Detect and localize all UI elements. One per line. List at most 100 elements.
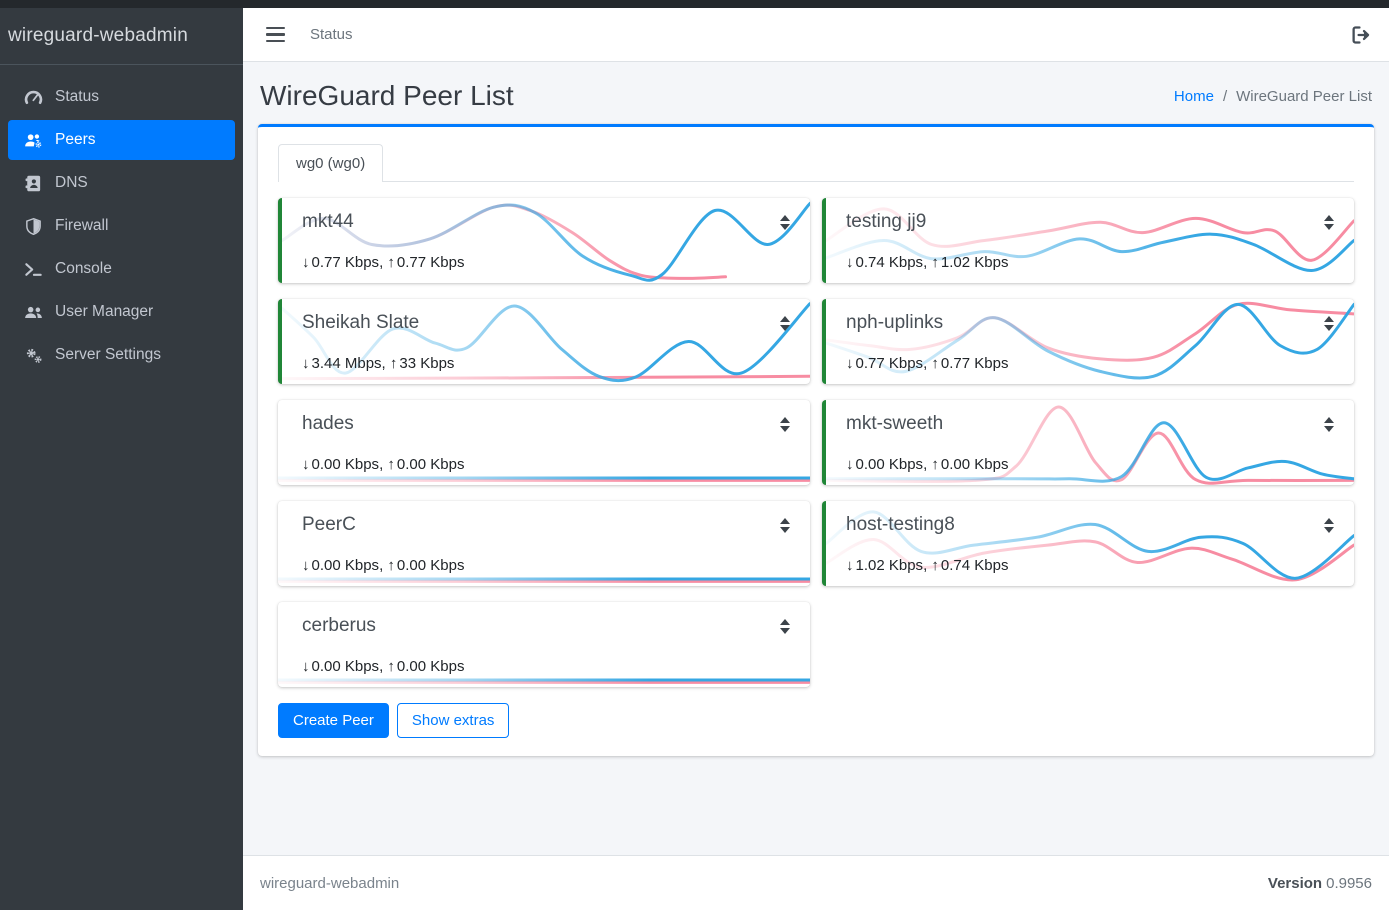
peer-card-nph-uplinks[interactable]: nph-uplinks ↓ 0.77 Kbps, ↑ 0.77 Kbps [822,299,1354,384]
download-arrow-icon: ↓ [846,557,854,574]
sidebar-item-peers[interactable]: Peers [8,120,235,160]
content-header: WireGuard Peer List Home / WireGuard Pee… [258,78,1374,124]
peer-name: host-testing8 [846,514,955,535]
download-arrow-icon: ↓ [846,456,854,473]
users-icon [22,302,44,322]
interface-tabs: wg0 (wg0) [278,143,1354,182]
peer-card-host-testing8[interactable]: host-testing8 ↓ 1.02 Kbps, ↑ 0.74 Kbps [822,501,1354,586]
brand-text: wireguard-webadmin [8,25,188,46]
download-rate: 0.77 Kbps [855,355,924,372]
content-area: WireGuard Peer List Home / WireGuard Pee… [243,62,1389,756]
download-rate: 0.00 Kbps [311,557,380,574]
peer-card-mkt44[interactable]: mkt44 ↓ 0.77 Kbps, ↑ 0.77 Kbps [278,198,810,283]
upload-arrow-icon: ↑ [387,254,395,271]
download-arrow-icon: ↓ [846,254,854,271]
upload-rate: 33 Kbps [399,355,455,372]
terminal-icon [22,259,44,279]
sort-toggle-icon[interactable] [780,619,792,634]
upload-arrow-icon: ↑ [931,254,939,271]
sidebar-item-label: Status [55,88,99,105]
sidebar-item-label: Firewall [55,217,109,234]
footer-version-value: 0.9956 [1326,874,1372,892]
sidebar-nav: Status Peers DNS Firewall [0,65,243,378]
peer-name: PeerC [302,514,356,535]
tab-wg0[interactable]: wg0 (wg0) [278,144,384,182]
peer-traffic-stats: ↓ 0.00 Kbps, ↑ 0.00 Kbps [302,658,792,675]
peer-name: Sheikah Slate [302,312,420,333]
gears-icon [22,345,44,365]
peer-card-testing-jj9[interactable]: testing jj9 ↓ 0.74 Kbps, ↑ 1.02 Kbps [822,198,1354,283]
navbar-status-link[interactable]: Status [310,26,353,43]
upload-arrow-icon: ↑ [387,557,395,574]
breadcrumb-current: WireGuard Peer List [1236,87,1372,105]
sidebar-item-console[interactable]: Console [8,249,235,289]
upload-rate: 0.77 Kbps [396,254,465,271]
footer-app-name: wireguard-webadmin [260,874,400,892]
download-arrow-icon: ↓ [302,557,310,574]
main-area: Status WireGuard Peer List Home / WireGu… [243,0,1389,910]
peer-card-hades[interactable]: hades ↓ 0.00 Kbps, ↑ 0.00 Kbps [278,400,810,485]
page-title: WireGuard Peer List [260,80,514,111]
breadcrumb: Home / WireGuard Peer List [1174,88,1372,105]
peer-card-peerc[interactable]: PeerC ↓ 0.00 Kbps, ↑ 0.00 Kbps [278,501,810,586]
stats-separator: , [381,355,390,372]
peer-name: mkt-sweeth [846,413,944,434]
breadcrumb-separator: / [1222,87,1228,105]
peer-card-mkt-sweeth[interactable]: mkt-sweeth ↓ 0.00 Kbps, ↑ 0.00 Kbps [822,400,1354,485]
upload-rate: 0.00 Kbps [940,456,1009,473]
peer-name: nph-uplinks [846,312,944,333]
sidebar-item-firewall[interactable]: Firewall [8,206,235,246]
top-navbar: Status [243,0,1389,62]
sidebar-item-label: Peers [55,131,96,148]
download-rate: 0.77 Kbps [311,254,380,271]
footer: wireguard-webadmin Version 0.9956 [243,855,1389,910]
sort-toggle-icon[interactable] [1324,417,1336,432]
peer-name: testing jj9 [846,211,927,232]
upload-rate: 0.00 Kbps [396,658,465,675]
sidebar: wireguard-webadmin Status Peers DNS [0,0,243,910]
sort-toggle-icon[interactable] [1324,215,1336,230]
upload-arrow-icon: ↑ [389,355,398,372]
peer-card-cerberus[interactable]: cerberus ↓ 0.00 Kbps, ↑ 0.00 Kbps [278,602,810,687]
hamburger-menu-icon[interactable] [266,23,286,47]
sort-toggle-icon[interactable] [780,316,792,331]
peer-traffic-stats: ↓ 3.44 Mbps, ↑ 33 Kbps [302,355,792,372]
tachometer-icon [22,87,44,107]
sidebar-item-server-settings[interactable]: Server Settings [8,335,235,375]
peer-traffic-stats: ↓ 1.02 Kbps, ↑ 0.74 Kbps [846,557,1336,574]
sidebar-item-dns[interactable]: DNS [8,163,235,203]
upload-arrow-icon: ↑ [931,456,939,473]
sidebar-item-status[interactable]: Status [8,77,235,117]
footer-version-label: Version [1267,874,1323,892]
upload-rate: 0.77 Kbps [940,355,1009,372]
upload-arrow-icon: ↑ [387,456,395,473]
create-peer-button[interactable]: Create Peer [278,703,389,738]
users-gear-icon [22,130,44,150]
address-book-icon [22,173,44,193]
upload-arrow-icon: ↑ [931,355,939,372]
download-rate: 3.44 Mbps [311,355,382,372]
show-extras-button[interactable]: Show extras [396,703,510,738]
brand-link[interactable]: wireguard-webadmin [0,0,243,65]
peer-card-sheikah-slate[interactable]: Sheikah Slate ↓ 3.44 Mbps, ↑ 33 Kbps [278,299,810,384]
sort-toggle-icon[interactable] [1324,518,1336,533]
peer-traffic-stats: ↓ 0.00 Kbps, ↑ 0.00 Kbps [846,456,1336,473]
sort-toggle-icon[interactable] [780,518,792,533]
upload-rate: 0.00 Kbps [396,557,465,574]
logout-icon[interactable] [1350,24,1372,46]
breadcrumb-home-link[interactable]: Home [1173,87,1214,105]
download-arrow-icon: ↓ [302,456,310,473]
sidebar-item-label: Console [55,260,112,277]
peer-traffic-stats: ↓ 0.74 Kbps, ↑ 1.02 Kbps [846,254,1336,271]
sort-toggle-icon[interactable] [1324,316,1336,331]
peer-traffic-stats: ↓ 0.77 Kbps, ↑ 0.77 Kbps [846,355,1336,372]
download-arrow-icon: ↓ [302,254,310,271]
sidebar-item-user-manager[interactable]: User Manager [8,292,235,332]
download-arrow-icon: ↓ [846,355,854,372]
download-arrow-icon: ↓ [302,658,310,675]
sort-toggle-icon[interactable] [780,417,792,432]
sidebar-item-label: Server Settings [55,346,161,363]
sort-toggle-icon[interactable] [780,215,792,230]
download-rate: 0.74 Kbps [855,254,924,271]
